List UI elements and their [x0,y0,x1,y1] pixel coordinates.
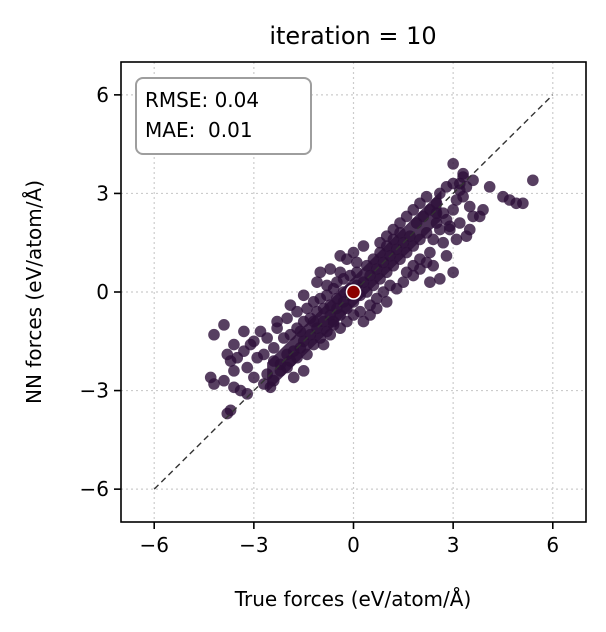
data-point [447,266,459,279]
y-tick-label: −3 [80,379,109,403]
x-tick-label: −6 [139,533,168,557]
highlight-group [345,284,362,300]
data-point [258,348,270,361]
data-point [380,296,393,308]
y-tick-label: 3 [96,181,109,205]
data-point [450,233,463,246]
data-point [248,371,260,384]
data-point [430,207,443,219]
x-axis-label: True forces (eV/atom/Å) [234,587,472,611]
data-point [477,204,489,216]
data-point [208,328,220,341]
data-point [281,312,293,325]
data-point [434,223,446,236]
data-point [228,365,240,377]
data-point [424,276,436,288]
metrics-box-frame [135,77,312,155]
x-tick-label: 0 [347,533,360,557]
data-point [370,302,383,315]
data-point [228,338,240,351]
data-point [294,325,307,338]
data-point [284,299,297,311]
data-point [453,217,466,229]
data-point [427,233,440,246]
metrics-rmse: RMSE: 0.04 [145,88,259,112]
data-point [357,240,370,252]
data-point [440,250,453,262]
data-point [267,374,280,387]
data-point [374,236,386,249]
data-point [267,355,280,367]
y-axis-label: NN forces (eV/atom/Å) [22,180,46,404]
data-point [437,236,449,249]
data-point [457,190,469,203]
x-tick-label: −3 [239,533,268,557]
data-point [463,200,476,213]
data-point [244,338,257,351]
data-point [311,276,323,288]
data-point [267,342,280,354]
data-point [317,338,330,351]
data-point [218,319,230,331]
data-point [483,181,496,193]
metrics-mae: MAE: 0.01 [145,118,253,142]
data-point [291,351,303,364]
x-tick-label: 6 [546,533,559,557]
data-point [297,289,310,302]
data-point [463,223,476,236]
data-point [351,266,363,279]
axis-ticks: −6 −3 0 3 6 −6 −3 0 3 6 [80,83,560,557]
data-point [258,378,270,390]
data-point [444,223,456,236]
data-point [218,374,230,387]
data-point [314,266,327,279]
data-point [238,325,250,338]
data-point [440,181,453,193]
data-point [351,256,363,269]
data-point [334,266,347,279]
y-tick-label: −6 [80,477,109,501]
highlight-point [345,284,362,300]
y-tick-label: 0 [96,280,109,304]
data-point [447,204,459,216]
chart-title: iteration = 10 [269,22,436,50]
data-point [241,388,254,400]
data-point [224,404,237,417]
data-point [301,348,313,361]
data-point [281,361,293,374]
data-point [208,378,220,390]
data-point [397,276,410,288]
data-point [334,250,347,262]
data-point [287,371,300,384]
data-point [271,315,283,328]
data-point [261,332,273,344]
data-point [321,279,333,292]
data-point [324,263,337,275]
data-point [414,263,426,275]
data-point [297,365,310,377]
data-point [307,315,320,328]
data-point [453,177,466,190]
data-point [527,174,539,187]
data-point [324,328,337,341]
y-tick-label: 6 [96,83,109,107]
data-point [447,158,459,170]
data-point [424,246,436,259]
data-point [434,273,446,285]
data-point [517,197,529,210]
metrics-box: RMSE: 0.04 MAE: 0.01 [135,77,312,155]
x-tick-label: 3 [447,533,460,557]
data-point [347,309,360,321]
data-point [241,361,254,374]
data-point [457,167,469,180]
